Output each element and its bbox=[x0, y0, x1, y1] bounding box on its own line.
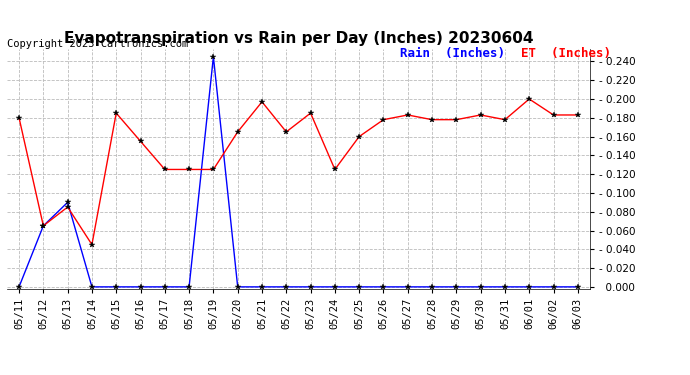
Text: Rain  (Inches): Rain (Inches) bbox=[400, 47, 505, 60]
Text: Copyright 2023 Cartronics.com: Copyright 2023 Cartronics.com bbox=[7, 39, 188, 49]
Text: ET  (Inches): ET (Inches) bbox=[521, 47, 611, 60]
Title: Evapotranspiration vs Rain per Day (Inches) 20230604: Evapotranspiration vs Rain per Day (Inch… bbox=[63, 31, 533, 46]
